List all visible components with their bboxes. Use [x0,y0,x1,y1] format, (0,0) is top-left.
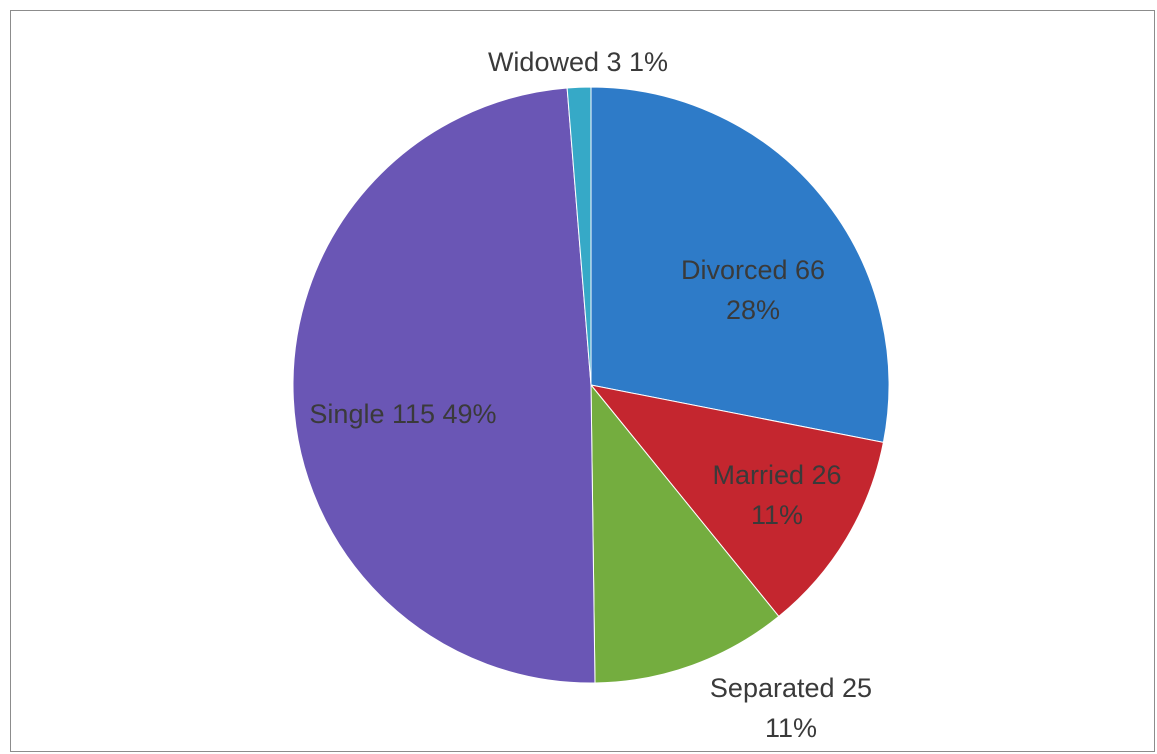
pie-slice-widowed [566,86,592,386]
slice-label-widowed: Widowed 3 1% [488,47,668,77]
slice-percent-married: 11% [751,500,803,530]
pie-slice-separated [590,383,780,684]
pie-slice-married [589,384,885,618]
pie-slice-single [292,87,596,684]
pie-chart: Divorced 66 28% Married 26 11% Separated 25 1… [292,47,890,743]
slice-percent-separated: 11% [765,713,817,743]
slice-label-single: Single 115 49% [309,399,496,429]
slice-label-married: Married 26 [712,460,841,490]
slice-percent-divorced: 28% [726,295,780,325]
slice-label-separated: Separated 25 [710,673,872,703]
slice-labels: Divorced 66 28% Married 26 11% Separated 25 1… [309,47,872,743]
pie-slices [292,86,890,684]
chart-frame: Divorced 66 28% Married 26 11% Separated 25 1… [10,10,1155,752]
pie-slice-divorced [590,86,890,443]
slice-label-divorced: Divorced 66 [681,255,825,285]
